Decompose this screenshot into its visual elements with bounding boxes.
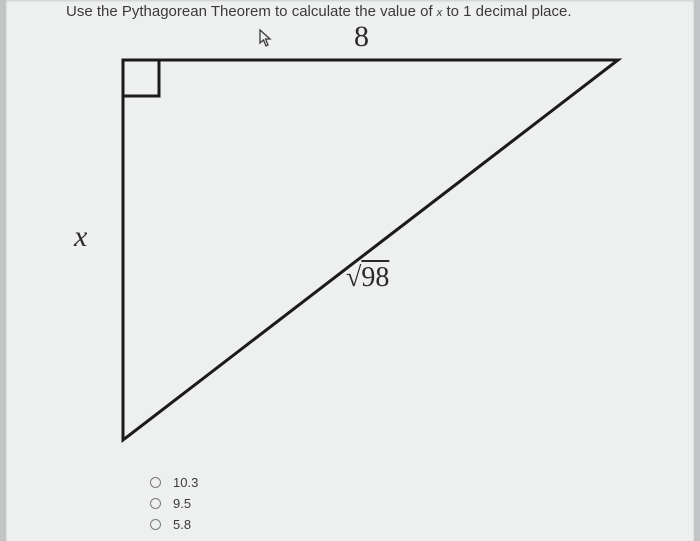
radio-icon[interactable]: [150, 519, 161, 530]
question-text-before: Use the Pythagorean Theorem to calculate…: [66, 3, 437, 20]
right-angle-marker: [123, 60, 159, 96]
answer-options-group: 10.3 9.5 5.8: [150, 475, 198, 538]
radio-icon[interactable]: [150, 477, 161, 488]
answer-option[interactable]: 9.5: [150, 496, 198, 511]
radical-sign: √: [346, 262, 361, 293]
side-label-left: x: [74, 220, 87, 254]
answer-option[interactable]: 5.8: [150, 517, 198, 532]
question-text-after: to 1 decimal place.: [442, 3, 571, 20]
triangle-diagram: 8 x √98: [78, 50, 638, 450]
radio-icon[interactable]: [150, 498, 161, 509]
worksheet-paper: Use the Pythagorean Theorem to calculate…: [6, 0, 694, 541]
question-prompt: Use the Pythagorean Theorem to calculate…: [66, 3, 572, 20]
answer-label: 10.3: [173, 475, 198, 490]
hypotenuse-label: √98: [346, 262, 389, 294]
radicand: 98: [361, 262, 389, 293]
answer-label: 9.5: [173, 496, 191, 511]
triangle-shape: [123, 60, 618, 440]
answer-label: 5.8: [173, 517, 191, 532]
triangle-svg: [78, 50, 638, 450]
answer-option[interactable]: 10.3: [150, 475, 198, 490]
side-label-top: 8: [354, 20, 369, 54]
